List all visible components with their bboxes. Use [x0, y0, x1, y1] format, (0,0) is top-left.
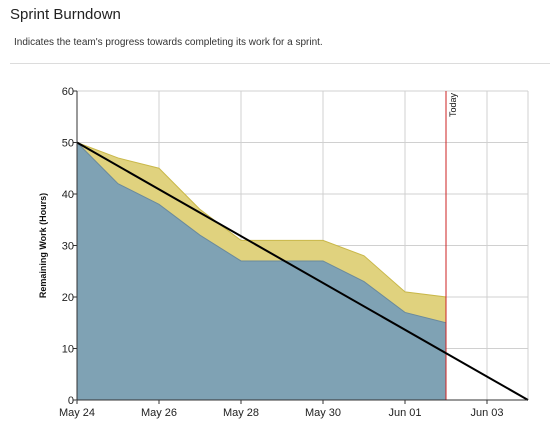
- y-tick-label: 30: [62, 241, 74, 253]
- today-marker-label: Today: [448, 93, 458, 118]
- x-tick-label: Jun 01: [388, 407, 421, 419]
- header-divider: [10, 63, 550, 64]
- x-tick-label: May 26: [141, 407, 177, 419]
- x-tick-label: Jun 03: [470, 407, 503, 419]
- y-tick-label: 0: [68, 395, 74, 407]
- y-tick-label: 50: [62, 138, 74, 150]
- y-tick-label: 10: [62, 344, 74, 356]
- x-tick-label: May 24: [59, 407, 95, 419]
- x-tick-label: May 28: [223, 407, 259, 419]
- ideal-trend-line: [76, 141, 529, 401]
- panel-title: Sprint Burndown: [10, 6, 121, 23]
- y-tick-label: 40: [62, 189, 74, 201]
- y-tick-label: 60: [62, 86, 74, 98]
- y-axis-title: Remaining Work (Hours): [38, 193, 48, 298]
- y-tick-label: 20: [62, 292, 74, 304]
- panel-description: Indicates the team's progress towards co…: [14, 37, 323, 48]
- x-tick-label: May 30: [305, 407, 341, 419]
